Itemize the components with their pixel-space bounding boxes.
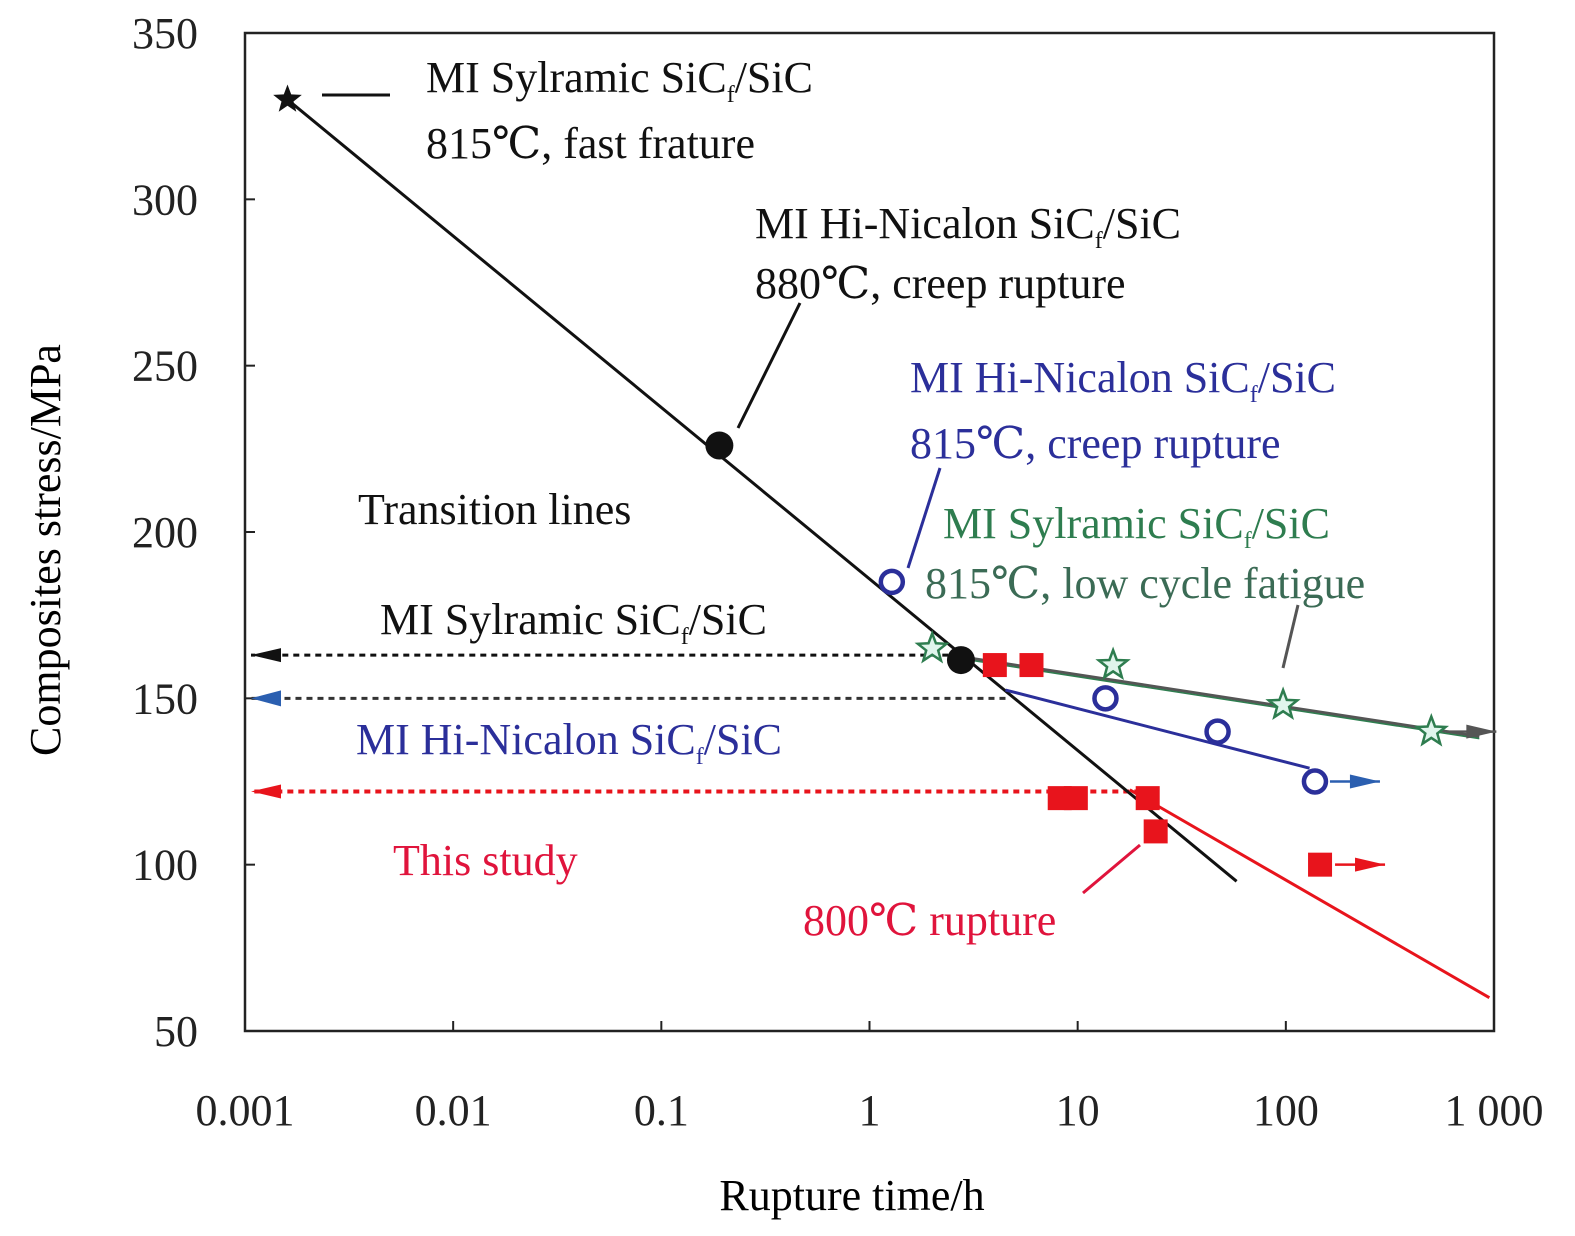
data-point-square — [1135, 786, 1160, 811]
data-point-square — [1308, 852, 1333, 877]
data-point-star — [273, 84, 302, 112]
data-point-star-open — [1095, 646, 1131, 681]
data-point-circle-open — [1092, 685, 1119, 712]
data-point-star-open — [1265, 686, 1301, 720]
y-tick-label: 200 — [132, 508, 198, 557]
x-tick-label: 1 — [859, 1086, 881, 1135]
y-tick-label: 350 — [132, 9, 198, 58]
leader-hn880 — [736, 302, 802, 429]
runout-arrow-head — [1466, 724, 1497, 739]
y-tick-label: 50 — [154, 1007, 198, 1056]
annotation-transition: Transition lines — [358, 485, 631, 534]
runout-arrow-head — [1355, 857, 1386, 872]
annotation-fast-fracture: MI Sylramic SiCf/SiC — [426, 53, 813, 108]
leader-hn815 — [906, 467, 942, 569]
data-point-circle — [946, 646, 975, 675]
annotation-tl-hinicalon: MI Hi-Nicalon SiCf/SiC — [356, 715, 782, 770]
annotation-800-rupture: 800℃ rupture — [803, 896, 1056, 945]
annotation-hn880-cond: 880℃, creep rupture — [755, 259, 1126, 308]
transition-line-black — [286, 98, 1238, 883]
annotation-syl-lcf-cond: 815℃, low cycle fatigue — [925, 559, 1365, 608]
data-point-star-open — [914, 629, 950, 664]
transition-arrow-head-blue — [251, 690, 281, 707]
y-tick-label: 250 — [132, 342, 198, 391]
y-axis-label: Composites stress/MPa — [21, 344, 70, 756]
data-point-circle — [705, 431, 734, 460]
transition-line-arrow-head — [251, 648, 281, 663]
data-point-star-open — [1413, 713, 1450, 747]
fit-line-green — [960, 655, 1480, 739]
annotation-tl-sylramic: MI Sylramic SiCf/SiC — [380, 595, 767, 650]
x-tick-label: 10 — [1056, 1086, 1100, 1135]
fit-line-green-inner — [960, 658, 1480, 740]
y-tick-label: 150 — [132, 674, 198, 723]
fit-line-red — [1129, 788, 1491, 1000]
leader-syl-lcf — [1281, 604, 1300, 669]
leader-800-rupture — [1082, 843, 1141, 895]
y-tick-label: 300 — [132, 175, 198, 224]
transition-line-arrow-head — [251, 784, 281, 799]
x-tick-label: 0.001 — [196, 1086, 295, 1135]
data-point-circle-open — [878, 568, 906, 596]
data-point-circle-open — [1204, 718, 1231, 745]
data-point-circle-open — [1301, 768, 1329, 795]
data-point-square — [982, 653, 1007, 678]
runout-arrow-head — [1349, 774, 1380, 789]
annotation-this-study: This study — [393, 836, 578, 885]
y-tick-label: 100 — [132, 841, 198, 890]
x-axis-label: Rupture time/h — [719, 1171, 984, 1220]
x-tick-label: 1 000 — [1445, 1086, 1544, 1135]
annotation-syl-lcf: MI Sylramic SiCf/SiC — [943, 499, 1330, 554]
annotation-hn815-cond: 815℃, creep rupture — [910, 419, 1281, 468]
annotation-hn815: MI Hi-Nicalon SiCf/SiC — [910, 353, 1336, 408]
fit-line-blue — [1005, 688, 1310, 770]
data-point-square — [1143, 819, 1168, 844]
annotation-fast-fracture-cond: 815℃, fast frature — [426, 119, 755, 168]
data-point-square — [1019, 653, 1044, 678]
x-tick-label: 0.1 — [634, 1086, 689, 1135]
data-point-square — [1063, 786, 1088, 811]
annotation-hn880: MI Hi-Nicalon SiCf/SiC — [755, 199, 1181, 254]
x-tick-label: 100 — [1253, 1086, 1319, 1135]
x-tick-label: 0.01 — [415, 1086, 492, 1135]
